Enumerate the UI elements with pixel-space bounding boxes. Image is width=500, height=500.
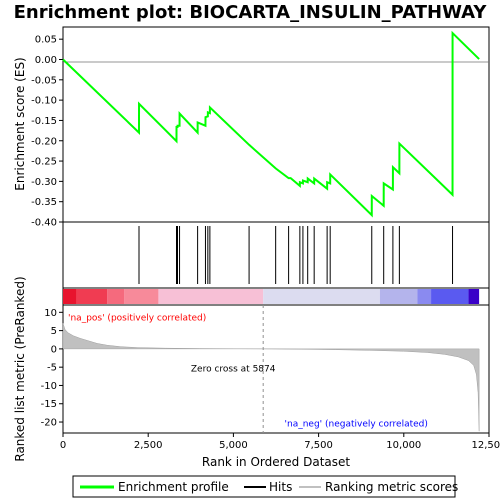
es-y-tick-label: -0.20 (31, 136, 57, 147)
legend-metric-label: Ranking metric scores (325, 480, 458, 494)
zero-cross-label: Zero cross at 5874 (191, 365, 276, 375)
x-tick-label: 2,500 (134, 440, 163, 451)
metric-y-tick-label: 5 (51, 326, 57, 337)
rank-bar-segment (124, 289, 159, 304)
hit-lines (138, 226, 454, 284)
metric-plot-frame (62, 304, 490, 434)
es-y-tick-label: -0.40 (31, 218, 57, 229)
x-tick-label: 5,000 (219, 440, 248, 451)
metric-y-tick-label: -5 (47, 363, 57, 374)
rank-bar-segment (379, 289, 418, 304)
metric-y-tick-label: -15 (41, 399, 57, 410)
metric-y-ticks: 10 5 0 -5 -10 -15 -20 (41, 308, 63, 429)
es-y-tick-label: -0.15 (31, 116, 57, 127)
legend-hits-label: Hits (269, 480, 292, 494)
rank-bar-segment (468, 289, 480, 304)
metric-y-axis-label: Ranked list metric (PreRanked) (13, 276, 27, 461)
rank-bar-segment (107, 289, 125, 304)
metric-y-tick-label: -10 (41, 381, 57, 392)
es-y-axis-label: Enrichment score (ES) (13, 57, 27, 190)
x-tick-label: 7,500 (304, 440, 333, 451)
rank-color-bar (62, 287, 490, 306)
rank-bar-segment (263, 289, 380, 304)
legend-enrichment-label: Enrichment profile (118, 480, 229, 494)
positive-correlated-label: 'na_pos' (positively correlated) (68, 313, 206, 323)
es-plot-frame (62, 26, 490, 223)
rank-bar-segments (63, 289, 480, 304)
x-tick-label: 12,500 (472, 440, 500, 451)
metric-y-tick-label: 10 (44, 308, 57, 319)
es-y-tick-label: -0.30 (31, 177, 57, 188)
hits-panel (62, 221, 490, 289)
rank-bar-segment (76, 289, 108, 304)
es-y-tick-label: -0.05 (31, 75, 57, 86)
x-axis-label: Rank in Ordered Dataset (202, 455, 350, 469)
es-y-tick-label: -0.10 (31, 96, 57, 107)
metric-y-tick-label: -20 (41, 418, 57, 429)
rank-bar-segment (158, 289, 264, 304)
es-y-tick-label: 0.05 (35, 35, 57, 46)
x-tick-label: 0 (60, 440, 66, 451)
metric-panel: 10 5 0 -5 -10 -15 -20 0 2,500 5,000 7,500 10,000 12… (13, 276, 500, 469)
es-y-ticks: 0.05 0.00 -0.05 -0.10 -0.15 -0.20 -0.25 -0.30 -0… (31, 35, 63, 229)
es-y-tick-label: -0.35 (31, 197, 57, 208)
es-panel: 0.05 0.00 -0.05 -0.10 -0.15 -0.20 -0.25 -0.30 -0… (13, 26, 490, 229)
es-y-tick-label: -0.25 (31, 157, 57, 168)
es-y-tick-label: 0.00 (35, 55, 57, 66)
metric-x-ticks: 0 2,500 5,000 7,500 10,000 12,500 (60, 433, 500, 451)
legend: Enrichment profile Hits Ranking metric s… (72, 475, 458, 498)
metric-y-tick-label: 0 (51, 344, 57, 355)
rank-bar-segment (417, 289, 432, 304)
rank-bar-segment (63, 289, 77, 304)
x-tick-label: 10,000 (386, 440, 421, 451)
rank-bar-segment (431, 289, 469, 304)
chart-title: Enrichment plot: BIOCARTA_INSULIN_PATHWA… (14, 2, 488, 23)
enrichment-profile-line (62, 30, 480, 218)
negative-correlated-label: 'na_neg' (negatively correlated) (285, 419, 428, 429)
